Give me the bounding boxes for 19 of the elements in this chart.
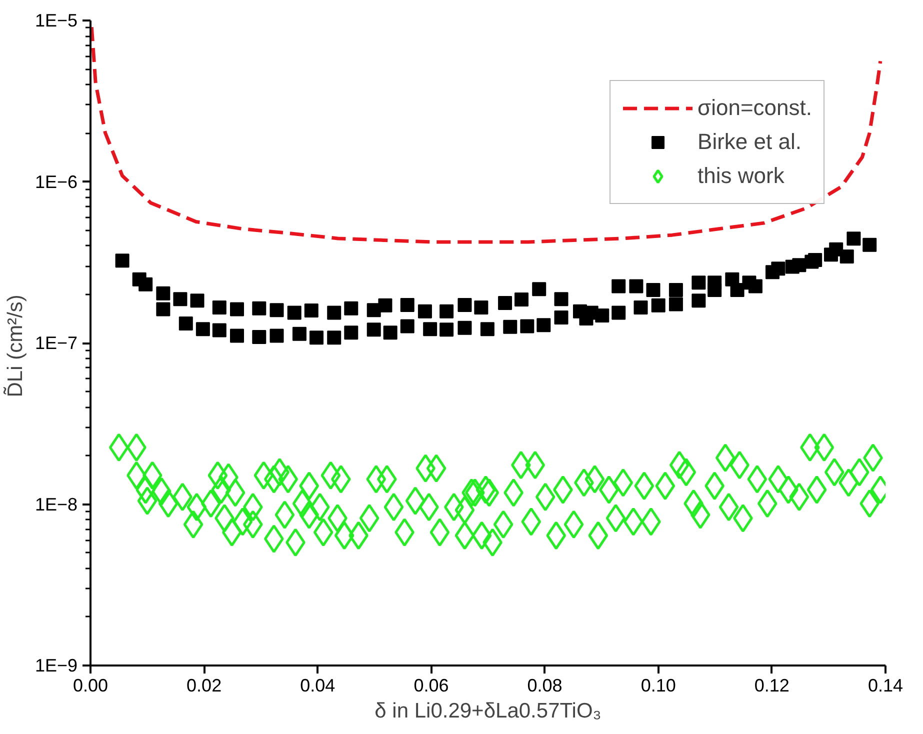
- x-tick-label: 0.10: [640, 676, 676, 696]
- x-tick-label: 0.06: [414, 676, 449, 696]
- x-tick-label: 0.02: [186, 676, 222, 696]
- legend-label: this work: [698, 162, 784, 190]
- legend-label: σion=const.: [698, 94, 812, 122]
- y-tick-label: 1E−8: [34, 494, 78, 514]
- legend-label: Birke et al.: [698, 128, 802, 156]
- y-tick-label: 1E−5: [34, 10, 78, 30]
- x-tick-label: 0.00: [72, 676, 108, 696]
- x-tick-label: 0.12: [754, 676, 790, 696]
- x-tick-label: 0.04: [300, 676, 336, 696]
- x-tick-label: 0.08: [527, 676, 562, 696]
- x-axis-title: δ in Li0.29+δLa0.57TiO₃: [374, 700, 602, 722]
- y-tick-label: 1E−6: [34, 172, 78, 192]
- line-series: [90, 25, 882, 244]
- y-tick-label: 1E−9: [34, 656, 78, 676]
- x-tick-label: 0.14: [868, 676, 904, 696]
- y-tick-label: 1E−7: [34, 333, 78, 353]
- y-axis-title: D̃Li (cm²/s): [2, 294, 27, 398]
